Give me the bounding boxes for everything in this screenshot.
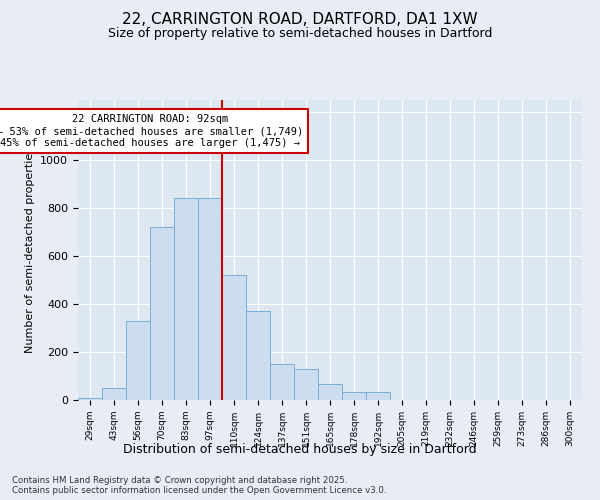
Text: Contains HM Land Registry data © Crown copyright and database right 2025.
Contai: Contains HM Land Registry data © Crown c… bbox=[12, 476, 386, 495]
Text: Size of property relative to semi-detached houses in Dartford: Size of property relative to semi-detach… bbox=[108, 28, 492, 40]
Text: 22 CARRINGTON ROAD: 92sqm
← 53% of semi-detached houses are smaller (1,749)
45% : 22 CARRINGTON ROAD: 92sqm ← 53% of semi-… bbox=[0, 114, 303, 148]
Bar bbox=[126, 321, 150, 400]
Bar bbox=[270, 364, 294, 400]
Bar bbox=[78, 398, 102, 400]
Text: 22, CARRINGTON ROAD, DARTFORD, DA1 1XW: 22, CARRINGTON ROAD, DARTFORD, DA1 1XW bbox=[122, 12, 478, 28]
Bar bbox=[198, 198, 222, 400]
Bar bbox=[366, 392, 390, 400]
Bar bbox=[222, 275, 246, 400]
Bar bbox=[150, 227, 174, 400]
Y-axis label: Number of semi-detached properties: Number of semi-detached properties bbox=[25, 147, 35, 353]
Bar bbox=[342, 392, 366, 400]
Bar bbox=[318, 384, 342, 400]
Text: Distribution of semi-detached houses by size in Dartford: Distribution of semi-detached houses by … bbox=[123, 442, 477, 456]
Bar bbox=[174, 198, 198, 400]
Bar bbox=[294, 369, 318, 400]
Bar bbox=[102, 388, 126, 400]
Bar bbox=[246, 311, 270, 400]
